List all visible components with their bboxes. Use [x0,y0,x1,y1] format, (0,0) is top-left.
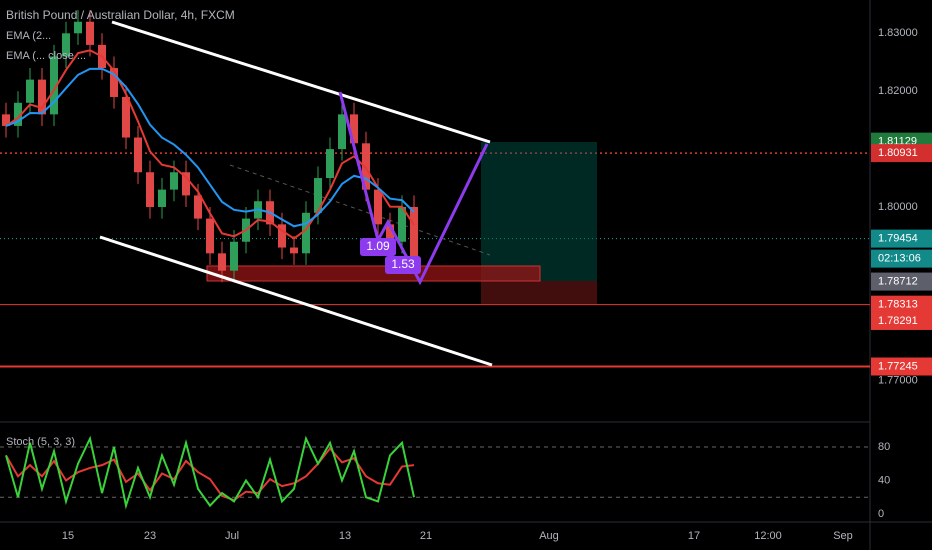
price-tick-label: 1.77000 [878,375,918,387]
target-zone [481,142,597,281]
candle [26,79,34,103]
stoch-legend: Stoch (5, 3, 3) [6,436,75,448]
price-tag [871,144,932,163]
candle [278,224,286,248]
candle [374,189,382,225]
price-tag [871,311,932,330]
price-tag-label: 1.80931 [878,147,918,159]
candle [62,33,70,57]
indicator-legend: EMA (... close ... [6,50,86,62]
candle [122,96,130,138]
price-tick-label: 1.82000 [878,85,918,97]
candle [314,178,322,213]
candle [206,218,214,254]
time-label: 21 [420,530,432,542]
candle [182,172,190,196]
time-label: 15 [62,530,74,542]
price-tag [871,229,932,248]
candle [338,114,346,150]
stop-zone [481,281,597,304]
candle [218,253,226,271]
stoch-tick-label: 80 [878,441,890,453]
candle [350,114,358,144]
candle [398,207,406,242]
candle [386,224,394,242]
annotation-box [360,238,396,256]
time-label: 13 [339,530,351,542]
candle [50,56,58,115]
candle [110,68,118,97]
channel-lower [99,235,493,367]
time-label: 23 [144,530,156,542]
price-tag-label: 1.78291 [878,315,918,327]
candle [362,143,370,190]
candle [290,247,298,254]
candle [194,195,202,219]
annotation: 1.09 [366,239,390,253]
stoch-tick-label: 40 [878,474,890,486]
price-tag-label: 1.78712 [878,275,918,287]
price-tick-label: 1.83000 [878,27,918,39]
channel-upper [111,20,491,144]
trend-dashed [229,164,491,256]
price-tag-label: 1.78313 [878,299,918,311]
candle [326,149,334,179]
symbol-title: British Pound / Australian Dollar, 4h, F… [6,8,235,22]
candle [158,189,166,207]
price-tag [871,295,932,314]
countdown: 02:13:06 [878,253,921,265]
moving-average [5,67,415,228]
countdown-tag [871,249,932,268]
moving-average [5,49,415,240]
candle [86,21,94,45]
price-tag-label: 1.77245 [878,360,918,372]
candle [170,172,178,190]
indicator-legend: EMA (2... [6,30,51,42]
candle [146,172,154,207]
price-tag-label: 1.79454 [878,233,918,245]
candle [230,241,238,271]
stoch-k [5,435,415,510]
candle [134,137,142,173]
candle [2,114,10,126]
candle [410,207,418,260]
time-label: 12:00 [754,530,782,542]
annotation: 1.53 [391,257,415,271]
demand-zone [206,265,541,282]
candle [38,79,46,115]
candle [74,21,82,34]
price-tag [871,272,932,291]
projection-path [338,91,489,286]
stoch-tick-label: 0 [878,508,884,520]
price-tag [871,357,932,376]
annotation-box [385,256,421,274]
time-label: Sep [833,530,853,542]
candle [302,212,310,254]
time-label: Aug [539,530,559,542]
time-label: Jul [225,530,239,542]
candle [14,102,22,126]
time-label: 17 [688,530,700,542]
price-tick-label: 1.80000 [878,201,918,213]
